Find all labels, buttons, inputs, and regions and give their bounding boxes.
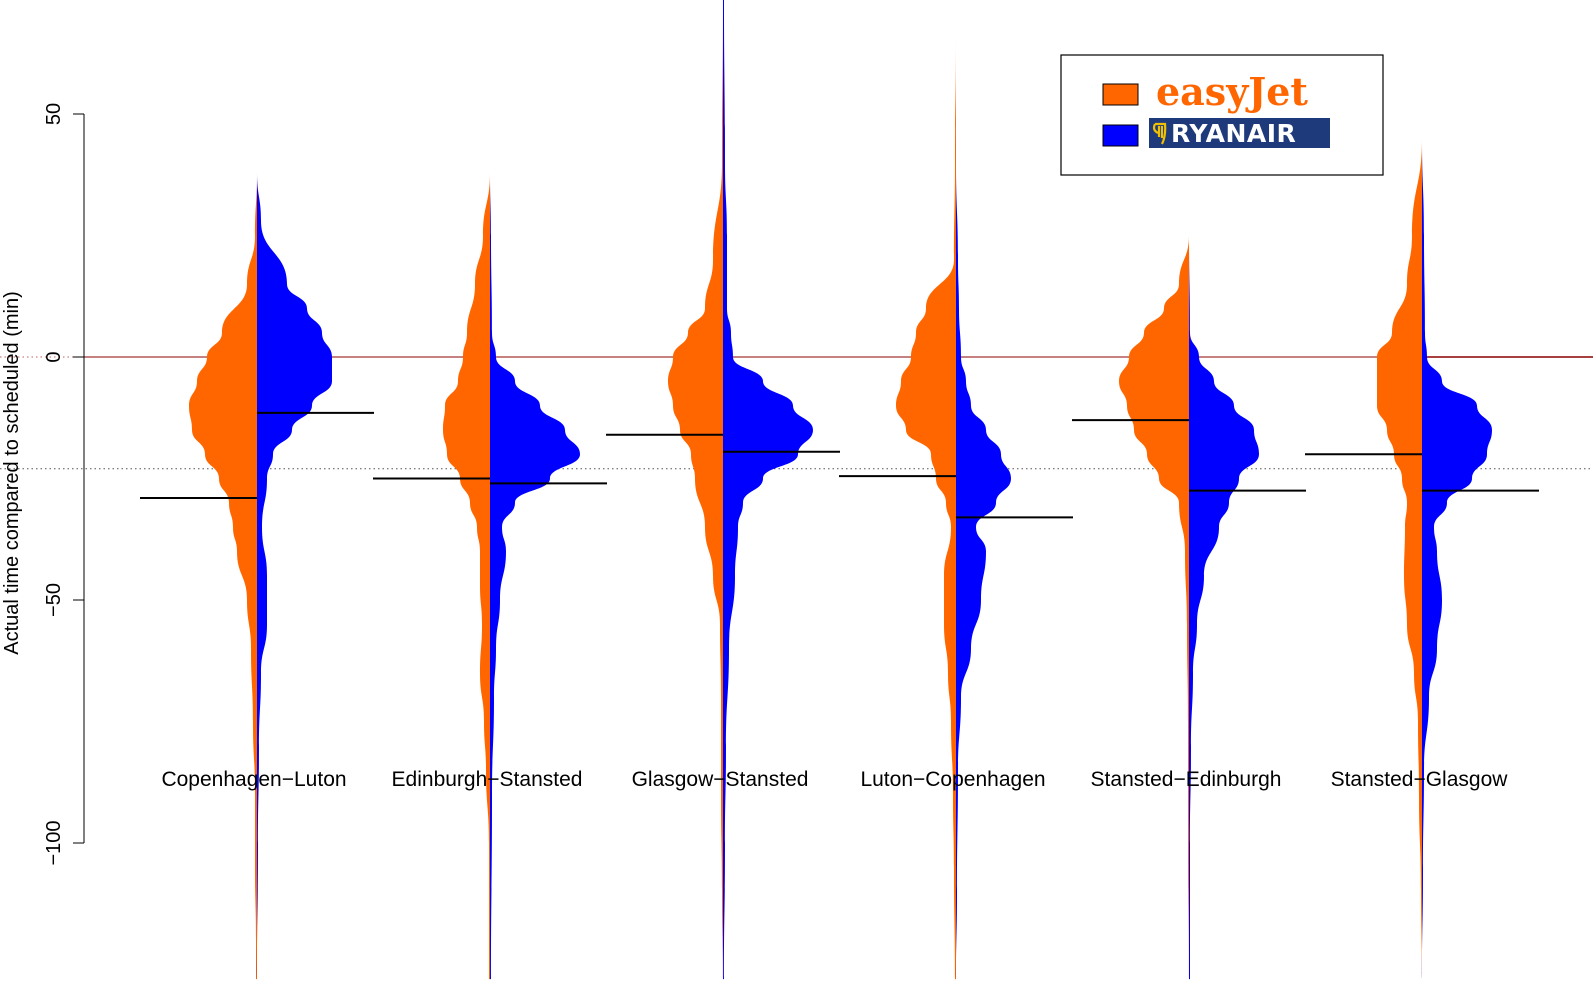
- y-axis: 50 0 −50 −100: [43, 103, 85, 866]
- route-label-1: Edinburgh−Stansted: [392, 768, 583, 791]
- route-label-3: Luton−Copenhagen: [860, 768, 1045, 791]
- violin-right-0: [257, 172, 332, 980]
- legend: easyJet RYANAIR: [1060, 54, 1384, 176]
- route-label-0: Copenhagen−Luton: [161, 768, 346, 791]
- violin-left-1: [443, 172, 490, 980]
- violin-left-3: [896, 41, 956, 980]
- violin-right-3: [956, 41, 1011, 980]
- y-axis-title: Actual time compared to scheduled (min): [1, 291, 23, 655]
- violin-right-2: [723, 0, 813, 980]
- y-tick-label-3: −100: [43, 820, 65, 865]
- ryanair-logo: RYANAIR: [1149, 118, 1330, 148]
- violin-left-4: [1119, 235, 1189, 980]
- violin-right-4: [1189, 235, 1259, 980]
- y-tick-label-2: −50: [43, 583, 65, 617]
- legend-frame: [1060, 54, 1384, 176]
- legend-swatch-ryanair: [1102, 124, 1139, 147]
- median-lines: [140, 411, 1539, 519]
- legend-swatch-easyjet: [1102, 83, 1139, 106]
- legend-label-easyjet: easyJet: [1156, 69, 1308, 114]
- ryanair-logo-badge: [1149, 118, 1330, 148]
- violin-left-5: [1377, 138, 1422, 980]
- y-tick-label-1: 0: [43, 351, 65, 362]
- violin-left-2: [668, 0, 723, 980]
- harp-icon: [1152, 122, 1167, 145]
- violin-right-5: [1422, 138, 1492, 980]
- violin-left-0: [189, 172, 257, 980]
- violin-right-1: [490, 172, 580, 980]
- legend-label-ryanair: RYANAIR: [1171, 119, 1296, 148]
- route-label-4: Stansted−Edinburgh: [1091, 768, 1282, 791]
- route-label-5: Stansted−Glasgow: [1331, 768, 1509, 791]
- route-label-2: Glasgow−Stansted: [632, 768, 809, 791]
- y-tick-label-0: 50: [43, 103, 65, 125]
- violins: [189, 0, 1492, 980]
- route-labels: Copenhagen−Luton Edinburgh−Stansted Glasgo…: [161, 768, 1508, 791]
